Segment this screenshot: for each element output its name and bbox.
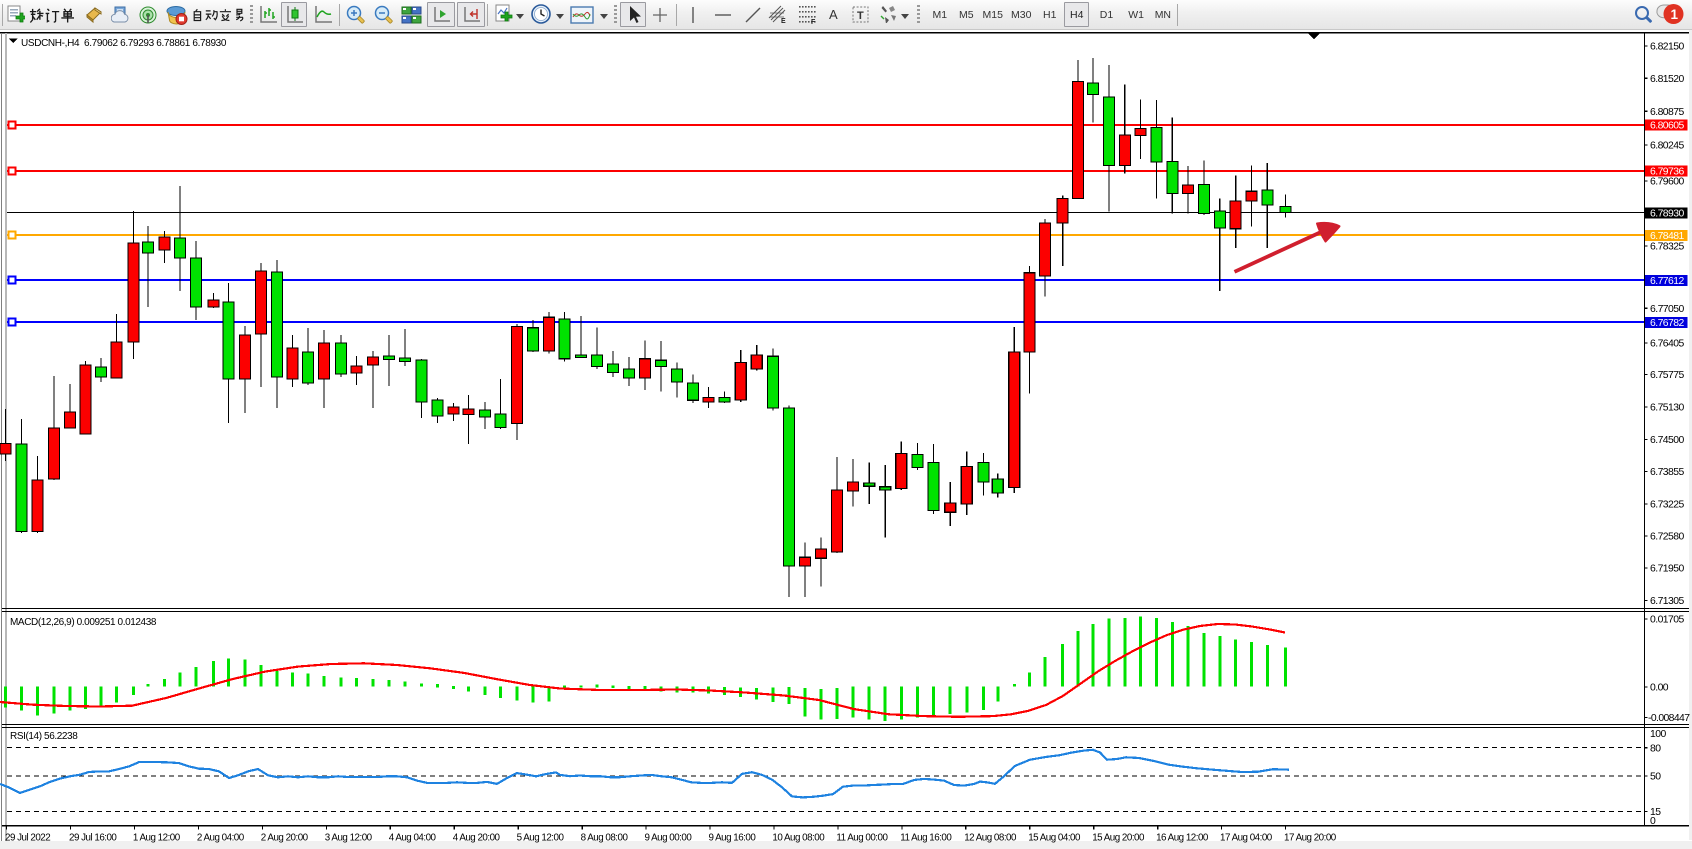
svg-text:11 Aug 00:00: 11 Aug 00:00 [836, 833, 888, 844]
svg-text:17 Aug 20:00: 17 Aug 20:00 [1284, 833, 1337, 844]
svg-text:-0.008447: -0.008447 [1648, 713, 1690, 724]
svg-text:6.75130: 6.75130 [1650, 403, 1684, 414]
svg-text:17 Aug 04:00: 17 Aug 04:00 [1220, 833, 1273, 844]
svg-text:E: E [781, 18, 786, 25]
svg-text:50: 50 [1650, 772, 1661, 783]
svg-text:3 Aug 12:00: 3 Aug 12:00 [325, 833, 373, 844]
svg-text:1 Aug 12:00: 1 Aug 12:00 [133, 833, 181, 844]
svg-text:6.71950: 6.71950 [1650, 564, 1684, 575]
svg-text:F: F [811, 19, 816, 25]
svg-text:15 Aug 20:00: 15 Aug 20:00 [1092, 833, 1145, 844]
svg-text:6.76782: 6.76782 [1650, 318, 1684, 329]
svg-text:RSI(14) 56.2238: RSI(14) 56.2238 [10, 731, 78, 742]
svg-text:11 Aug 16:00: 11 Aug 16:00 [900, 833, 952, 844]
svg-text:MACD(12,26,9) 0.009251 0.01243: MACD(12,26,9) 0.009251 0.012438 [10, 617, 157, 628]
svg-text:8 Aug 08:00: 8 Aug 08:00 [581, 833, 629, 844]
svg-text:6.77050: 6.77050 [1650, 304, 1684, 315]
svg-text:6.79600: 6.79600 [1650, 177, 1684, 188]
svg-text:6.75775: 6.75775 [1650, 370, 1684, 381]
svg-text:2 Aug 20:00: 2 Aug 20:00 [261, 833, 309, 844]
svg-text:6.82150: 6.82150 [1650, 42, 1684, 53]
svg-text:6.73225: 6.73225 [1650, 500, 1684, 511]
svg-text:6.74500: 6.74500 [1650, 435, 1684, 446]
svg-text:USDCNH-,H4 6.79062 6.79293 6.: USDCNH-,H4 6.79062 6.79293 6.78861 6.789… [21, 38, 227, 49]
svg-text:0: 0 [1650, 816, 1656, 827]
svg-text:9 Aug 16:00: 9 Aug 16:00 [709, 833, 757, 844]
svg-text:29 Jul 16:00: 29 Jul 16:00 [69, 833, 117, 844]
svg-text:0.01705: 0.01705 [1650, 615, 1684, 626]
svg-text:6.78930: 6.78930 [1650, 209, 1684, 220]
svg-text:6.80245: 6.80245 [1650, 141, 1684, 152]
svg-text:6.78481: 6.78481 [1650, 231, 1684, 242]
svg-text:4 Aug 04:00: 4 Aug 04:00 [389, 833, 437, 844]
svg-text:0.00: 0.00 [1650, 683, 1669, 694]
svg-text:2 Aug 04:00: 2 Aug 04:00 [197, 833, 245, 844]
svg-text:9 Aug 00:00: 9 Aug 00:00 [645, 833, 693, 844]
svg-text:6.80605: 6.80605 [1650, 121, 1684, 132]
svg-text:6.78325: 6.78325 [1650, 242, 1684, 253]
svg-text:15: 15 [1650, 807, 1661, 818]
svg-text:4 Aug 20:00: 4 Aug 20:00 [453, 833, 501, 844]
svg-text:6.79736: 6.79736 [1650, 167, 1684, 178]
svg-text:10 Aug 08:00: 10 Aug 08:00 [772, 833, 825, 844]
svg-text:6.81520: 6.81520 [1650, 74, 1684, 85]
svg-text:15 Aug 04:00: 15 Aug 04:00 [1028, 833, 1081, 844]
svg-text:6.71305: 6.71305 [1650, 596, 1684, 607]
svg-text:80: 80 [1650, 743, 1661, 754]
svg-text:16 Aug 12:00: 16 Aug 12:00 [1156, 833, 1209, 844]
svg-text:29 Jul 2022: 29 Jul 2022 [5, 833, 50, 844]
svg-text:6.77612: 6.77612 [1650, 276, 1684, 287]
svg-text:1: 1 [1671, 7, 1679, 22]
svg-text:6.72580: 6.72580 [1650, 532, 1684, 543]
svg-text:12 Aug 08:00: 12 Aug 08:00 [964, 833, 1017, 844]
svg-text:6.73855: 6.73855 [1650, 467, 1684, 478]
svg-text:6.76405: 6.76405 [1650, 339, 1684, 350]
svg-text:100: 100 [1650, 729, 1666, 740]
svg-text:6.80875: 6.80875 [1650, 107, 1684, 118]
svg-text:5 Aug 12:00: 5 Aug 12:00 [517, 833, 565, 844]
svg-text:T: T [857, 10, 864, 22]
